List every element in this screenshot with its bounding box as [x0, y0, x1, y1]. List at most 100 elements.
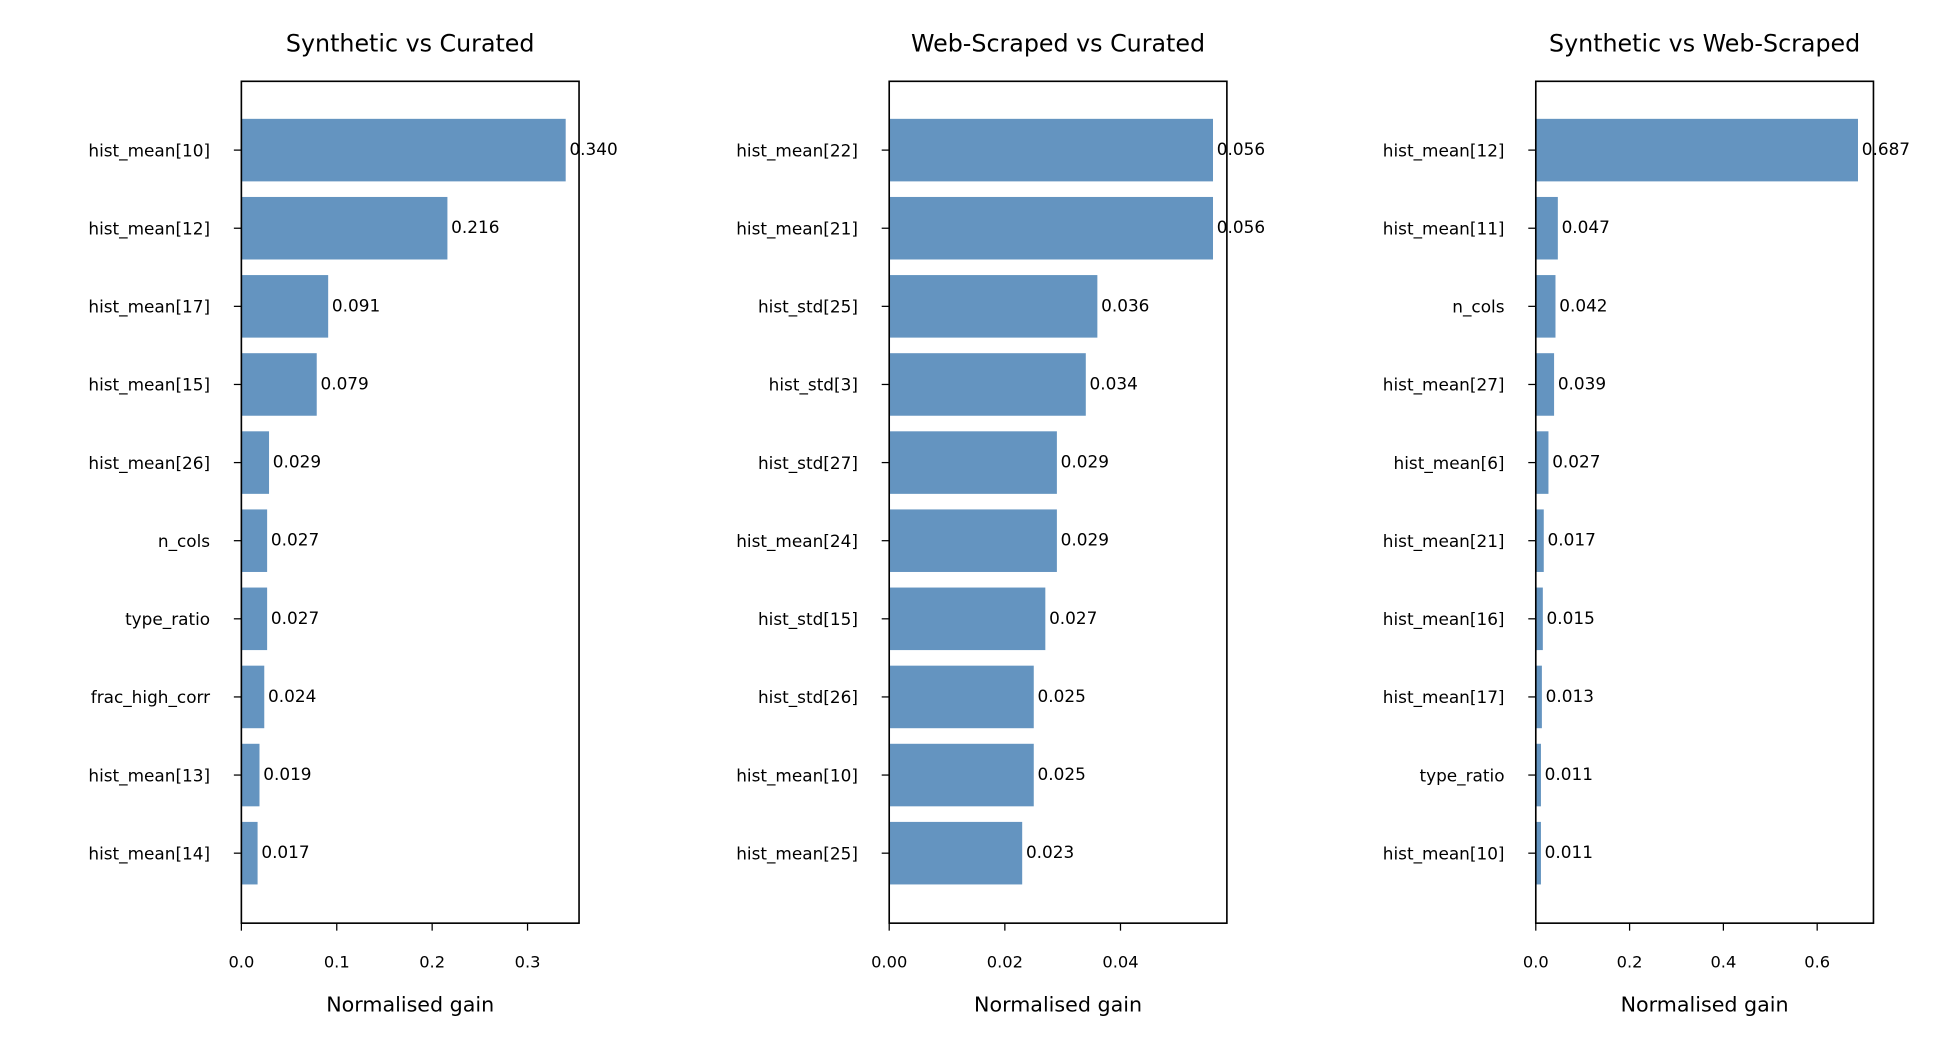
y-tick-label: n_cols	[1452, 297, 1504, 318]
x-axis-label: Normalised gain	[1621, 993, 1789, 1017]
y-tick-label: hist_mean[10]	[736, 765, 858, 786]
bar	[241, 821, 258, 885]
y-tick-label: hist_mean[14]	[88, 843, 210, 864]
x-tick-label: 0.02	[987, 953, 1023, 972]
bar	[1535, 509, 1544, 572]
value-label: 0.056	[1217, 139, 1265, 159]
bar	[241, 743, 260, 807]
value-label: 0.015	[1547, 608, 1595, 628]
bar	[889, 821, 1023, 885]
value-label: 0.047	[1562, 217, 1610, 237]
value-label: 0.216	[451, 217, 499, 237]
bar	[1535, 821, 1541, 885]
bar	[1535, 275, 1556, 338]
value-label: 0.079	[320, 373, 368, 393]
x-tick-label: 0.6	[1804, 953, 1830, 972]
value-label: 0.027	[271, 530, 319, 550]
value-label: 0.025	[1038, 764, 1086, 784]
y-tick-label: hist_mean[16]	[1383, 609, 1505, 630]
value-label: 0.042	[1559, 295, 1607, 315]
y-tick-label: hist_mean[15]	[88, 375, 210, 396]
value-label: 0.340	[569, 139, 617, 159]
bar	[241, 509, 268, 572]
bar	[889, 275, 1098, 338]
y-tick-label: hist_mean[22]	[736, 140, 858, 161]
value-label: 0.024	[268, 686, 316, 706]
x-axis-label: Normalised gain	[974, 993, 1142, 1017]
bar	[1535, 118, 1858, 182]
value-label: 0.091	[332, 295, 380, 315]
bar	[889, 353, 1086, 416]
panel-title: Synthetic vs Curated	[286, 30, 535, 58]
value-label: 0.019	[263, 764, 311, 784]
y-tick-label: hist_mean[10]	[88, 140, 210, 161]
y-tick-label: hist_mean[12]	[1383, 140, 1505, 161]
bar	[1535, 431, 1549, 494]
y-tick-label: hist_mean[13]	[88, 765, 210, 786]
bar	[1535, 743, 1541, 807]
x-tick-label: 0.0	[1523, 953, 1549, 972]
y-tick-label: hist_mean[26]	[88, 453, 210, 474]
bar	[889, 509, 1057, 572]
bar	[241, 196, 448, 260]
bar	[1535, 353, 1555, 416]
value-label: 0.687	[1862, 139, 1910, 159]
y-tick-label: hist_mean[25]	[736, 843, 858, 864]
bar	[889, 665, 1034, 729]
bar	[889, 587, 1046, 651]
value-label: 0.029	[273, 452, 321, 472]
bar	[889, 118, 1214, 182]
value-label: 0.027	[1049, 608, 1097, 628]
y-tick-label: type_ratio	[1419, 765, 1504, 786]
value-label: 0.039	[1558, 373, 1606, 393]
y-tick-label: hist_mean[12]	[88, 218, 210, 239]
panel-title: Web-Scraped vs Curated	[911, 30, 1205, 58]
y-tick-label: hist_mean[17]	[1383, 687, 1505, 708]
y-tick-label: n_cols	[158, 531, 210, 552]
axes-frame	[1534, 80, 1875, 924]
axes-frame	[888, 80, 1228, 924]
bar	[241, 275, 329, 338]
value-label: 0.011	[1545, 764, 1593, 784]
x-tick-label: 0.2	[1617, 953, 1643, 972]
bar	[889, 743, 1034, 807]
x-tick-label: 0.0	[228, 953, 254, 972]
bar	[241, 353, 317, 416]
value-label: 0.017	[1548, 530, 1596, 550]
y-tick-label: frac_high_corr	[91, 687, 210, 708]
value-label: 0.017	[261, 842, 309, 862]
x-tick-label: 0.00	[871, 953, 907, 972]
value-label: 0.013	[1546, 686, 1594, 706]
bar	[1535, 196, 1558, 260]
value-label: 0.029	[1061, 530, 1109, 550]
value-label: 0.025	[1038, 686, 1086, 706]
bar	[241, 118, 566, 182]
y-tick-label: hist_mean[24]	[736, 531, 858, 552]
y-tick-label: hist_std[25]	[758, 297, 858, 318]
value-label: 0.011	[1545, 842, 1593, 862]
x-tick-label: 0.1	[324, 953, 350, 972]
bar	[241, 587, 268, 651]
y-tick-label: hist_mean[6]	[1394, 453, 1505, 474]
y-tick-label: hist_std[26]	[758, 687, 858, 708]
y-tick-label: hist_std[27]	[758, 453, 858, 474]
panel-title: Synthetic vs Web-Scraped	[1549, 30, 1860, 58]
value-label: 0.036	[1101, 295, 1149, 315]
x-tick-label: 0.2	[419, 953, 445, 972]
y-tick-label: type_ratio	[125, 609, 210, 630]
y-tick-label: hist_mean[11]	[1383, 218, 1505, 239]
x-axis-label: Normalised gain	[326, 993, 494, 1017]
value-label: 0.034	[1090, 373, 1138, 393]
value-label: 0.027	[1552, 452, 1600, 472]
x-tick-label: 0.4	[1710, 953, 1736, 972]
y-tick-label: hist_mean[10]	[1383, 843, 1505, 864]
bar	[889, 196, 1214, 260]
x-tick-label: 0.3	[515, 953, 541, 972]
axes-frame	[240, 80, 580, 924]
x-tick-label: 0.04	[1102, 953, 1138, 972]
y-tick-label: hist_std[3]	[769, 375, 858, 396]
value-label: 0.056	[1217, 217, 1265, 237]
y-tick-label: hist_std[15]	[758, 609, 858, 630]
